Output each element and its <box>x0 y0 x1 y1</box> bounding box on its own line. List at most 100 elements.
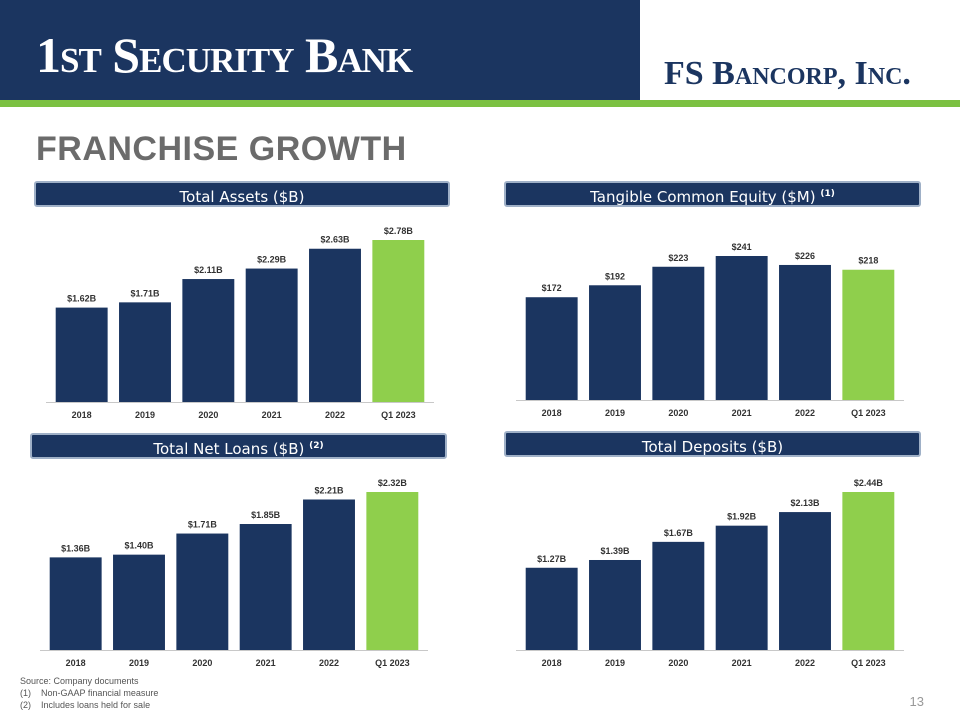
bar-q1-2023 <box>366 492 419 650</box>
x-tick-label: Q1 2023 <box>375 658 410 668</box>
footer-notes: Source: Company documents (1) Non-GAAP f… <box>20 675 158 711</box>
bar-value-label: $2.32B <box>378 478 408 488</box>
bar-q1-2023 <box>372 240 425 402</box>
bar-value-label: $1.36B <box>61 543 91 553</box>
x-tick-label: 2019 <box>135 410 155 420</box>
header-banner <box>0 0 640 100</box>
bar-2022 <box>303 499 355 650</box>
fs-bancorp-logo: FS Bancorp, Inc. <box>664 55 911 92</box>
bar-value-label: $1.71B <box>130 288 160 298</box>
bar-value-label: $1.92B <box>727 512 757 522</box>
bar-value-label: $241 <box>732 242 752 252</box>
bar-2022 <box>779 512 831 650</box>
bar-value-label: $218 <box>858 256 878 266</box>
panel-title: Total Assets ($B) <box>179 188 305 206</box>
bar-value-label: $226 <box>795 251 815 261</box>
bar-2021 <box>245 268 298 402</box>
x-tick-label: 2020 <box>668 408 688 418</box>
header-right-area <box>640 0 960 100</box>
bar-value-label: $2.44B <box>854 478 884 488</box>
bar-value-label: $1.67B <box>664 528 694 538</box>
x-tick-label: Q1 2023 <box>851 408 886 418</box>
bar-2018 <box>525 297 578 400</box>
bar-value-label: $1.39B <box>600 546 630 556</box>
x-tick-label: 2019 <box>605 408 625 418</box>
bar-2019 <box>589 559 641 650</box>
x-tick-label: 2022 <box>319 658 339 668</box>
bar-2021 <box>715 525 768 650</box>
x-tick-label: Q1 2023 <box>851 658 886 668</box>
x-tick-label: 2018 <box>72 410 92 420</box>
x-tick-label: 2021 <box>732 658 752 668</box>
footnote-text: Includes loans held for sale <box>41 700 151 710</box>
panel-footnote-marker: (1) <box>820 189 835 199</box>
x-tick-label: 2022 <box>795 408 815 418</box>
bar-value-label: $1.40B <box>124 541 154 551</box>
panel-title: Total Net Loans ($B) <box>153 440 310 458</box>
bar-2019 <box>589 285 641 400</box>
bar-2021 <box>715 256 768 400</box>
x-tick-label: 2020 <box>192 658 212 668</box>
x-tick-label: 2018 <box>66 658 86 668</box>
first-security-bank-logo: 1st Security Bank <box>36 27 413 83</box>
chart-total-deposits: $1.27B 2018 $1.39B 2019 $1.67B 2020 $1.92B 2021… <box>508 476 912 672</box>
x-tick-label: 2019 <box>605 658 625 668</box>
x-tick-label: 2021 <box>256 658 276 668</box>
panel-title: Tangible Common Equity ($M) <box>590 188 821 206</box>
x-tick-label: 2018 <box>542 658 562 668</box>
bar-value-label: $1.27B <box>537 554 567 564</box>
bar-value-label: $2.78B <box>384 226 414 236</box>
bar-2019 <box>119 302 171 402</box>
bar-2019 <box>113 554 165 650</box>
bar-2018 <box>55 307 108 402</box>
bar-2020 <box>652 541 705 650</box>
bar-value-label: $2.29B <box>257 255 287 265</box>
bar-2022 <box>309 248 361 402</box>
bar-2021 <box>239 524 292 650</box>
x-tick-label: 2021 <box>262 410 282 420</box>
panel-footnote-marker: (2) <box>309 441 324 451</box>
bar-value-label: $2.63B <box>320 235 350 245</box>
bar-value-label: $223 <box>668 253 688 263</box>
bar-value-label: $192 <box>605 271 625 281</box>
header-accent-line <box>0 100 960 107</box>
footnote-2: (2) Includes loans held for sale <box>20 699 158 711</box>
panel-header-total-deposits: Total Deposits ($B) <box>504 431 921 457</box>
source-note: Source: Company documents <box>20 676 139 686</box>
panel-title: Total Deposits ($B) <box>641 438 784 456</box>
panel-header-total-assets: Total Assets ($B) <box>34 181 450 207</box>
bar-q1-2023 <box>842 269 895 400</box>
bar-2018 <box>525 567 578 650</box>
page-number: 13 <box>909 694 924 709</box>
bar-value-label: $1.71B <box>188 520 218 530</box>
footnote-1: (1) Non-GAAP financial measure <box>20 687 158 699</box>
footnote-marker: (1) <box>20 688 31 698</box>
x-tick-label: 2020 <box>198 410 218 420</box>
x-tick-label: Q1 2023 <box>381 410 416 420</box>
bar-2022 <box>779 264 831 400</box>
bar-q1-2023 <box>842 492 895 650</box>
bar-value-label: $1.85B <box>251 510 281 520</box>
x-tick-label: 2020 <box>668 658 688 668</box>
x-tick-label: 2019 <box>129 658 149 668</box>
chart-tangible-common-equity: $172 2018 $192 2019 $223 2020 $241 2021 $226 2022… <box>508 240 912 422</box>
bar-2020 <box>182 279 235 402</box>
x-tick-label: 2021 <box>732 408 752 418</box>
bar-value-label: $2.13B <box>790 498 820 508</box>
x-tick-label: 2018 <box>542 408 562 418</box>
bar-value-label: $1.62B <box>67 294 97 304</box>
panel-header-tangible-common-equity: Tangible Common Equity ($M) (1) <box>504 181 921 207</box>
bar-value-label: $172 <box>542 283 562 293</box>
bar-value-label: $2.21B <box>314 485 344 495</box>
bar-2020 <box>176 533 229 650</box>
page-title: FRANCHISE GROWTH <box>36 130 407 168</box>
x-tick-label: 2022 <box>325 410 345 420</box>
x-tick-label: 2022 <box>795 658 815 668</box>
panel-header-total-net-loans: Total Net Loans ($B) (2) <box>30 433 447 459</box>
footnote-marker: (2) <box>20 700 31 710</box>
bar-value-label: $2.11B <box>194 265 223 275</box>
footnote-text: Non-GAAP financial measure <box>41 688 159 698</box>
chart-total-assets: $1.62B 2018 $1.71B 2019 $2.11B 2020 $2.29B 2021… <box>38 224 442 424</box>
chart-total-net-loans: $1.36B 2018 $1.40B 2019 $1.71B 2020 $1.85B 2021… <box>32 476 436 672</box>
bar-2018 <box>49 557 102 650</box>
